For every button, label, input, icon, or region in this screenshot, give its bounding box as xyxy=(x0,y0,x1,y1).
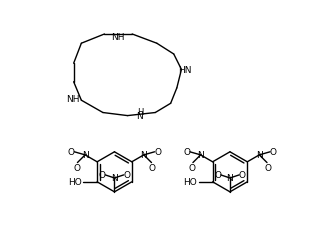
Text: O: O xyxy=(214,171,221,180)
Text: O: O xyxy=(183,148,190,157)
Text: O: O xyxy=(123,171,130,180)
Text: O: O xyxy=(154,148,161,157)
Text: O: O xyxy=(239,171,246,180)
Text: H: H xyxy=(137,107,143,116)
Text: N: N xyxy=(82,151,88,160)
Text: O: O xyxy=(264,164,271,173)
Text: N: N xyxy=(256,151,263,160)
Text: O: O xyxy=(270,148,277,157)
Text: HO: HO xyxy=(183,178,197,186)
Text: NH: NH xyxy=(66,95,80,104)
Text: N: N xyxy=(140,151,147,160)
Text: O: O xyxy=(73,164,80,173)
Text: O: O xyxy=(98,171,106,180)
Text: N: N xyxy=(226,174,233,183)
Text: N: N xyxy=(197,151,204,160)
Text: O: O xyxy=(189,164,196,173)
Text: HN: HN xyxy=(179,66,192,75)
Text: HO: HO xyxy=(68,178,82,186)
Text: NH: NH xyxy=(111,33,125,42)
Text: O: O xyxy=(149,164,156,173)
Text: N: N xyxy=(136,112,143,120)
Text: N: N xyxy=(111,174,118,183)
Text: O: O xyxy=(68,148,75,157)
